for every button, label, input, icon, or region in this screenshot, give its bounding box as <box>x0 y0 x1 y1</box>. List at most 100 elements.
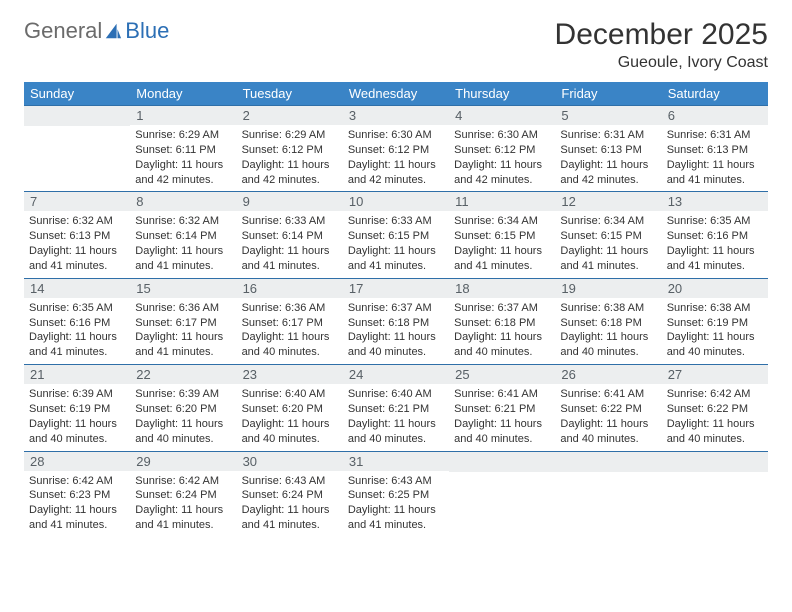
day-details: Sunrise: 6:35 AMSunset: 6:16 PMDaylight:… <box>24 298 130 364</box>
day-details: Sunrise: 6:39 AMSunset: 6:20 PMDaylight:… <box>130 384 236 450</box>
day-cell: 28Sunrise: 6:42 AMSunset: 6:23 PMDayligh… <box>24 451 130 537</box>
day-number: 30 <box>237 452 343 471</box>
day-cell: 10Sunrise: 6:33 AMSunset: 6:15 PMDayligh… <box>343 192 449 278</box>
day-cell: 12Sunrise: 6:34 AMSunset: 6:15 PMDayligh… <box>555 192 661 278</box>
dow-header: Wednesday <box>343 82 449 106</box>
week-row: 21Sunrise: 6:39 AMSunset: 6:19 PMDayligh… <box>24 365 768 451</box>
day-cell: 16Sunrise: 6:36 AMSunset: 6:17 PMDayligh… <box>237 278 343 364</box>
day-cell: 9Sunrise: 6:33 AMSunset: 6:14 PMDaylight… <box>237 192 343 278</box>
day-details: Sunrise: 6:37 AMSunset: 6:18 PMDaylight:… <box>449 298 555 364</box>
day-number: 25 <box>449 365 555 384</box>
day-cell: 6Sunrise: 6:31 AMSunset: 6:13 PMDaylight… <box>662 106 768 192</box>
month-title: December 2025 <box>555 18 768 52</box>
day-cell: 17Sunrise: 6:37 AMSunset: 6:18 PMDayligh… <box>343 278 449 364</box>
day-details: Sunrise: 6:38 AMSunset: 6:19 PMDaylight:… <box>662 298 768 364</box>
week-row: 7Sunrise: 6:32 AMSunset: 6:13 PMDaylight… <box>24 192 768 278</box>
day-number: 31 <box>343 452 449 471</box>
day-number: 7 <box>24 192 130 211</box>
day-number <box>449 452 555 472</box>
day-cell <box>555 451 661 537</box>
day-details: Sunrise: 6:33 AMSunset: 6:15 PMDaylight:… <box>343 211 449 277</box>
day-cell <box>449 451 555 537</box>
day-number: 14 <box>24 279 130 298</box>
logo-general: General <box>24 18 102 44</box>
day-number: 16 <box>237 279 343 298</box>
day-cell: 14Sunrise: 6:35 AMSunset: 6:16 PMDayligh… <box>24 278 130 364</box>
day-number: 3 <box>343 106 449 125</box>
day-cell: 2Sunrise: 6:29 AMSunset: 6:12 PMDaylight… <box>237 106 343 192</box>
day-number: 22 <box>130 365 236 384</box>
day-details: Sunrise: 6:36 AMSunset: 6:17 PMDaylight:… <box>130 298 236 364</box>
day-details: Sunrise: 6:35 AMSunset: 6:16 PMDaylight:… <box>662 211 768 277</box>
day-cell: 3Sunrise: 6:30 AMSunset: 6:12 PMDaylight… <box>343 106 449 192</box>
day-number <box>555 452 661 472</box>
day-cell: 8Sunrise: 6:32 AMSunset: 6:14 PMDaylight… <box>130 192 236 278</box>
day-number <box>24 106 130 126</box>
location: Gueoule, Ivory Coast <box>555 54 768 72</box>
day-details: Sunrise: 6:33 AMSunset: 6:14 PMDaylight:… <box>237 211 343 277</box>
day-cell: 22Sunrise: 6:39 AMSunset: 6:20 PMDayligh… <box>130 365 236 451</box>
day-cell: 5Sunrise: 6:31 AMSunset: 6:13 PMDaylight… <box>555 106 661 192</box>
day-details: Sunrise: 6:34 AMSunset: 6:15 PMDaylight:… <box>555 211 661 277</box>
day-details: Sunrise: 6:34 AMSunset: 6:15 PMDaylight:… <box>449 211 555 277</box>
dow-row: SundayMondayTuesdayWednesdayThursdayFrid… <box>24 82 768 106</box>
day-number: 11 <box>449 192 555 211</box>
day-cell: 30Sunrise: 6:43 AMSunset: 6:24 PMDayligh… <box>237 451 343 537</box>
day-details: Sunrise: 6:43 AMSunset: 6:25 PMDaylight:… <box>343 471 449 537</box>
day-number: 29 <box>130 452 236 471</box>
day-details: Sunrise: 6:43 AMSunset: 6:24 PMDaylight:… <box>237 471 343 537</box>
day-details: Sunrise: 6:29 AMSunset: 6:12 PMDaylight:… <box>237 125 343 191</box>
day-details: Sunrise: 6:41 AMSunset: 6:22 PMDaylight:… <box>555 384 661 450</box>
day-number: 26 <box>555 365 661 384</box>
logo-blue: Blue <box>104 18 169 44</box>
day-details: Sunrise: 6:32 AMSunset: 6:14 PMDaylight:… <box>130 211 236 277</box>
title-block: December 2025 Gueoule, Ivory Coast <box>555 18 768 72</box>
day-cell: 23Sunrise: 6:40 AMSunset: 6:20 PMDayligh… <box>237 365 343 451</box>
dow-header: Tuesday <box>237 82 343 106</box>
day-number <box>662 452 768 472</box>
day-details: Sunrise: 6:40 AMSunset: 6:20 PMDaylight:… <box>237 384 343 450</box>
day-details: Sunrise: 6:36 AMSunset: 6:17 PMDaylight:… <box>237 298 343 364</box>
day-number: 2 <box>237 106 343 125</box>
dow-header: Monday <box>130 82 236 106</box>
logo: General Blue <box>24 18 169 44</box>
day-number: 21 <box>24 365 130 384</box>
day-number: 5 <box>555 106 661 125</box>
day-cell: 20Sunrise: 6:38 AMSunset: 6:19 PMDayligh… <box>662 278 768 364</box>
day-cell: 4Sunrise: 6:30 AMSunset: 6:12 PMDaylight… <box>449 106 555 192</box>
day-number: 8 <box>130 192 236 211</box>
dow-header: Thursday <box>449 82 555 106</box>
day-cell: 7Sunrise: 6:32 AMSunset: 6:13 PMDaylight… <box>24 192 130 278</box>
day-number: 20 <box>662 279 768 298</box>
day-cell: 26Sunrise: 6:41 AMSunset: 6:22 PMDayligh… <box>555 365 661 451</box>
day-details: Sunrise: 6:42 AMSunset: 6:22 PMDaylight:… <box>662 384 768 450</box>
day-cell: 15Sunrise: 6:36 AMSunset: 6:17 PMDayligh… <box>130 278 236 364</box>
day-details: Sunrise: 6:38 AMSunset: 6:18 PMDaylight:… <box>555 298 661 364</box>
day-number: 28 <box>24 452 130 471</box>
day-details: Sunrise: 6:30 AMSunset: 6:12 PMDaylight:… <box>449 125 555 191</box>
dow-header: Friday <box>555 82 661 106</box>
week-row: 14Sunrise: 6:35 AMSunset: 6:16 PMDayligh… <box>24 278 768 364</box>
day-cell: 29Sunrise: 6:42 AMSunset: 6:24 PMDayligh… <box>130 451 236 537</box>
day-details: Sunrise: 6:42 AMSunset: 6:24 PMDaylight:… <box>130 471 236 537</box>
day-number: 12 <box>555 192 661 211</box>
day-cell: 19Sunrise: 6:38 AMSunset: 6:18 PMDayligh… <box>555 278 661 364</box>
day-number: 1 <box>130 106 236 125</box>
day-number: 23 <box>237 365 343 384</box>
day-details: Sunrise: 6:39 AMSunset: 6:19 PMDaylight:… <box>24 384 130 450</box>
day-cell: 31Sunrise: 6:43 AMSunset: 6:25 PMDayligh… <box>343 451 449 537</box>
header: General Blue December 2025 Gueoule, Ivor… <box>24 18 768 72</box>
week-row: 28Sunrise: 6:42 AMSunset: 6:23 PMDayligh… <box>24 451 768 537</box>
day-cell: 24Sunrise: 6:40 AMSunset: 6:21 PMDayligh… <box>343 365 449 451</box>
day-details: Sunrise: 6:31 AMSunset: 6:13 PMDaylight:… <box>555 125 661 191</box>
day-cell <box>24 106 130 192</box>
day-cell <box>662 451 768 537</box>
day-details: Sunrise: 6:40 AMSunset: 6:21 PMDaylight:… <box>343 384 449 450</box>
calendar-table: SundayMondayTuesdayWednesdayThursdayFrid… <box>24 82 768 537</box>
day-details: Sunrise: 6:32 AMSunset: 6:13 PMDaylight:… <box>24 211 130 277</box>
day-number: 19 <box>555 279 661 298</box>
day-cell: 1Sunrise: 6:29 AMSunset: 6:11 PMDaylight… <box>130 106 236 192</box>
day-cell: 11Sunrise: 6:34 AMSunset: 6:15 PMDayligh… <box>449 192 555 278</box>
day-number: 9 <box>237 192 343 211</box>
dow-header: Saturday <box>662 82 768 106</box>
